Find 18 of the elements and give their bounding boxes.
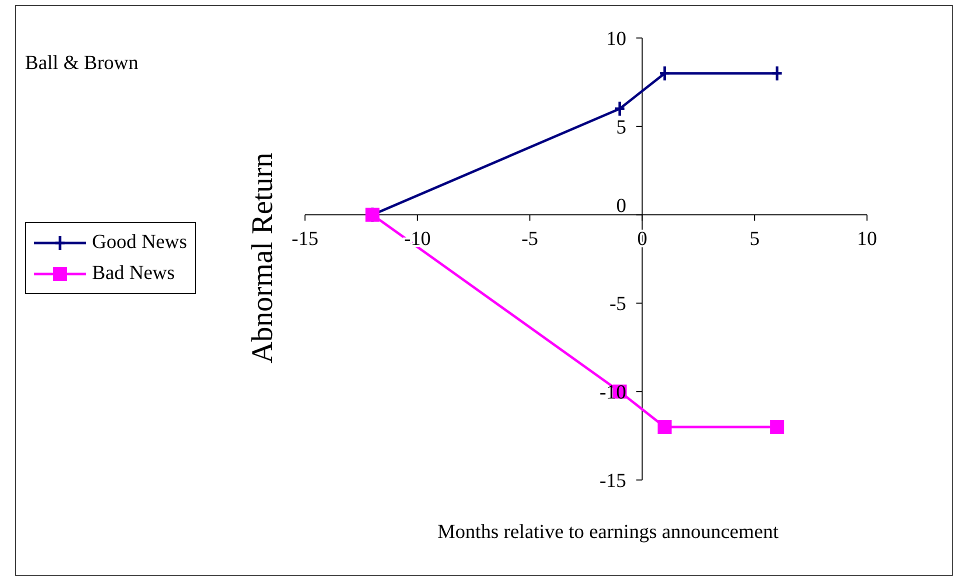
point [770,420,784,434]
x-tick-label: 5 [750,228,760,250]
point [658,420,672,434]
point [365,208,380,222]
y-tick-label: 10 [606,28,626,50]
y-tick-label: -5 [610,293,626,316]
y-tick-label: 5 [616,116,626,138]
y-axis-title: Abnormal Return [246,152,279,364]
x-tick-label: -15 [292,228,318,250]
legend-label: Good News [92,231,187,254]
x-axis-title: Months relative to earnings announcement [437,521,779,543]
text: Ball & Brown [25,52,138,75]
x-tick-label: -5 [521,228,538,250]
y-tick-label: -15 [600,470,626,492]
legend-label: Bad News [92,262,175,285]
x-tick-label: 10 [857,228,877,250]
x-tick-label: -10 [404,228,431,250]
y-tick-label: 0 [616,194,626,217]
